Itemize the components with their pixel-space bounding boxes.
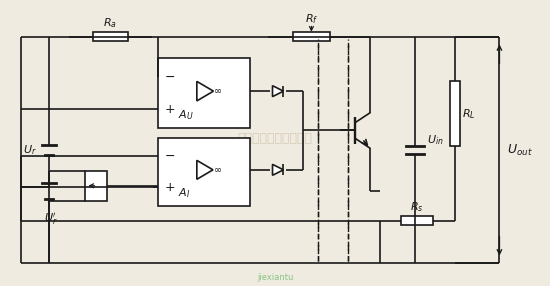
Polygon shape bbox=[272, 164, 283, 175]
Bar bbox=[293, 32, 329, 41]
Bar bbox=[158, 58, 250, 128]
Bar bbox=[158, 138, 250, 206]
Text: $R_L$: $R_L$ bbox=[461, 107, 475, 120]
Text: +: + bbox=[164, 103, 175, 116]
Text: −: − bbox=[164, 150, 175, 163]
Text: +: + bbox=[164, 181, 175, 194]
Bar bbox=[85, 171, 107, 201]
Text: $R_f$: $R_f$ bbox=[305, 12, 318, 25]
Text: ∞: ∞ bbox=[214, 86, 223, 96]
Bar bbox=[93, 32, 128, 41]
Text: 杭州瑞睿科技有限公司: 杭州瑞睿科技有限公司 bbox=[238, 132, 312, 144]
Text: $U_{out}$: $U_{out}$ bbox=[508, 142, 533, 158]
Text: jiexiantu: jiexiantu bbox=[257, 273, 293, 282]
Text: $U_r'$: $U_r'$ bbox=[43, 211, 57, 227]
Polygon shape bbox=[272, 86, 283, 97]
Text: $U_r$: $U_r$ bbox=[23, 143, 37, 157]
Text: $A_I$: $A_I$ bbox=[179, 186, 191, 200]
Text: $U_{in}$: $U_{in}$ bbox=[427, 133, 443, 147]
Text: ∞: ∞ bbox=[214, 165, 222, 175]
Polygon shape bbox=[197, 160, 213, 179]
Text: $R_s$: $R_s$ bbox=[410, 200, 424, 214]
Bar bbox=[402, 216, 433, 225]
Polygon shape bbox=[197, 82, 213, 101]
Text: $A_U$: $A_U$ bbox=[179, 109, 194, 122]
Bar bbox=[449, 81, 460, 146]
Text: $R_a$: $R_a$ bbox=[103, 16, 117, 30]
Text: −: − bbox=[164, 71, 175, 84]
